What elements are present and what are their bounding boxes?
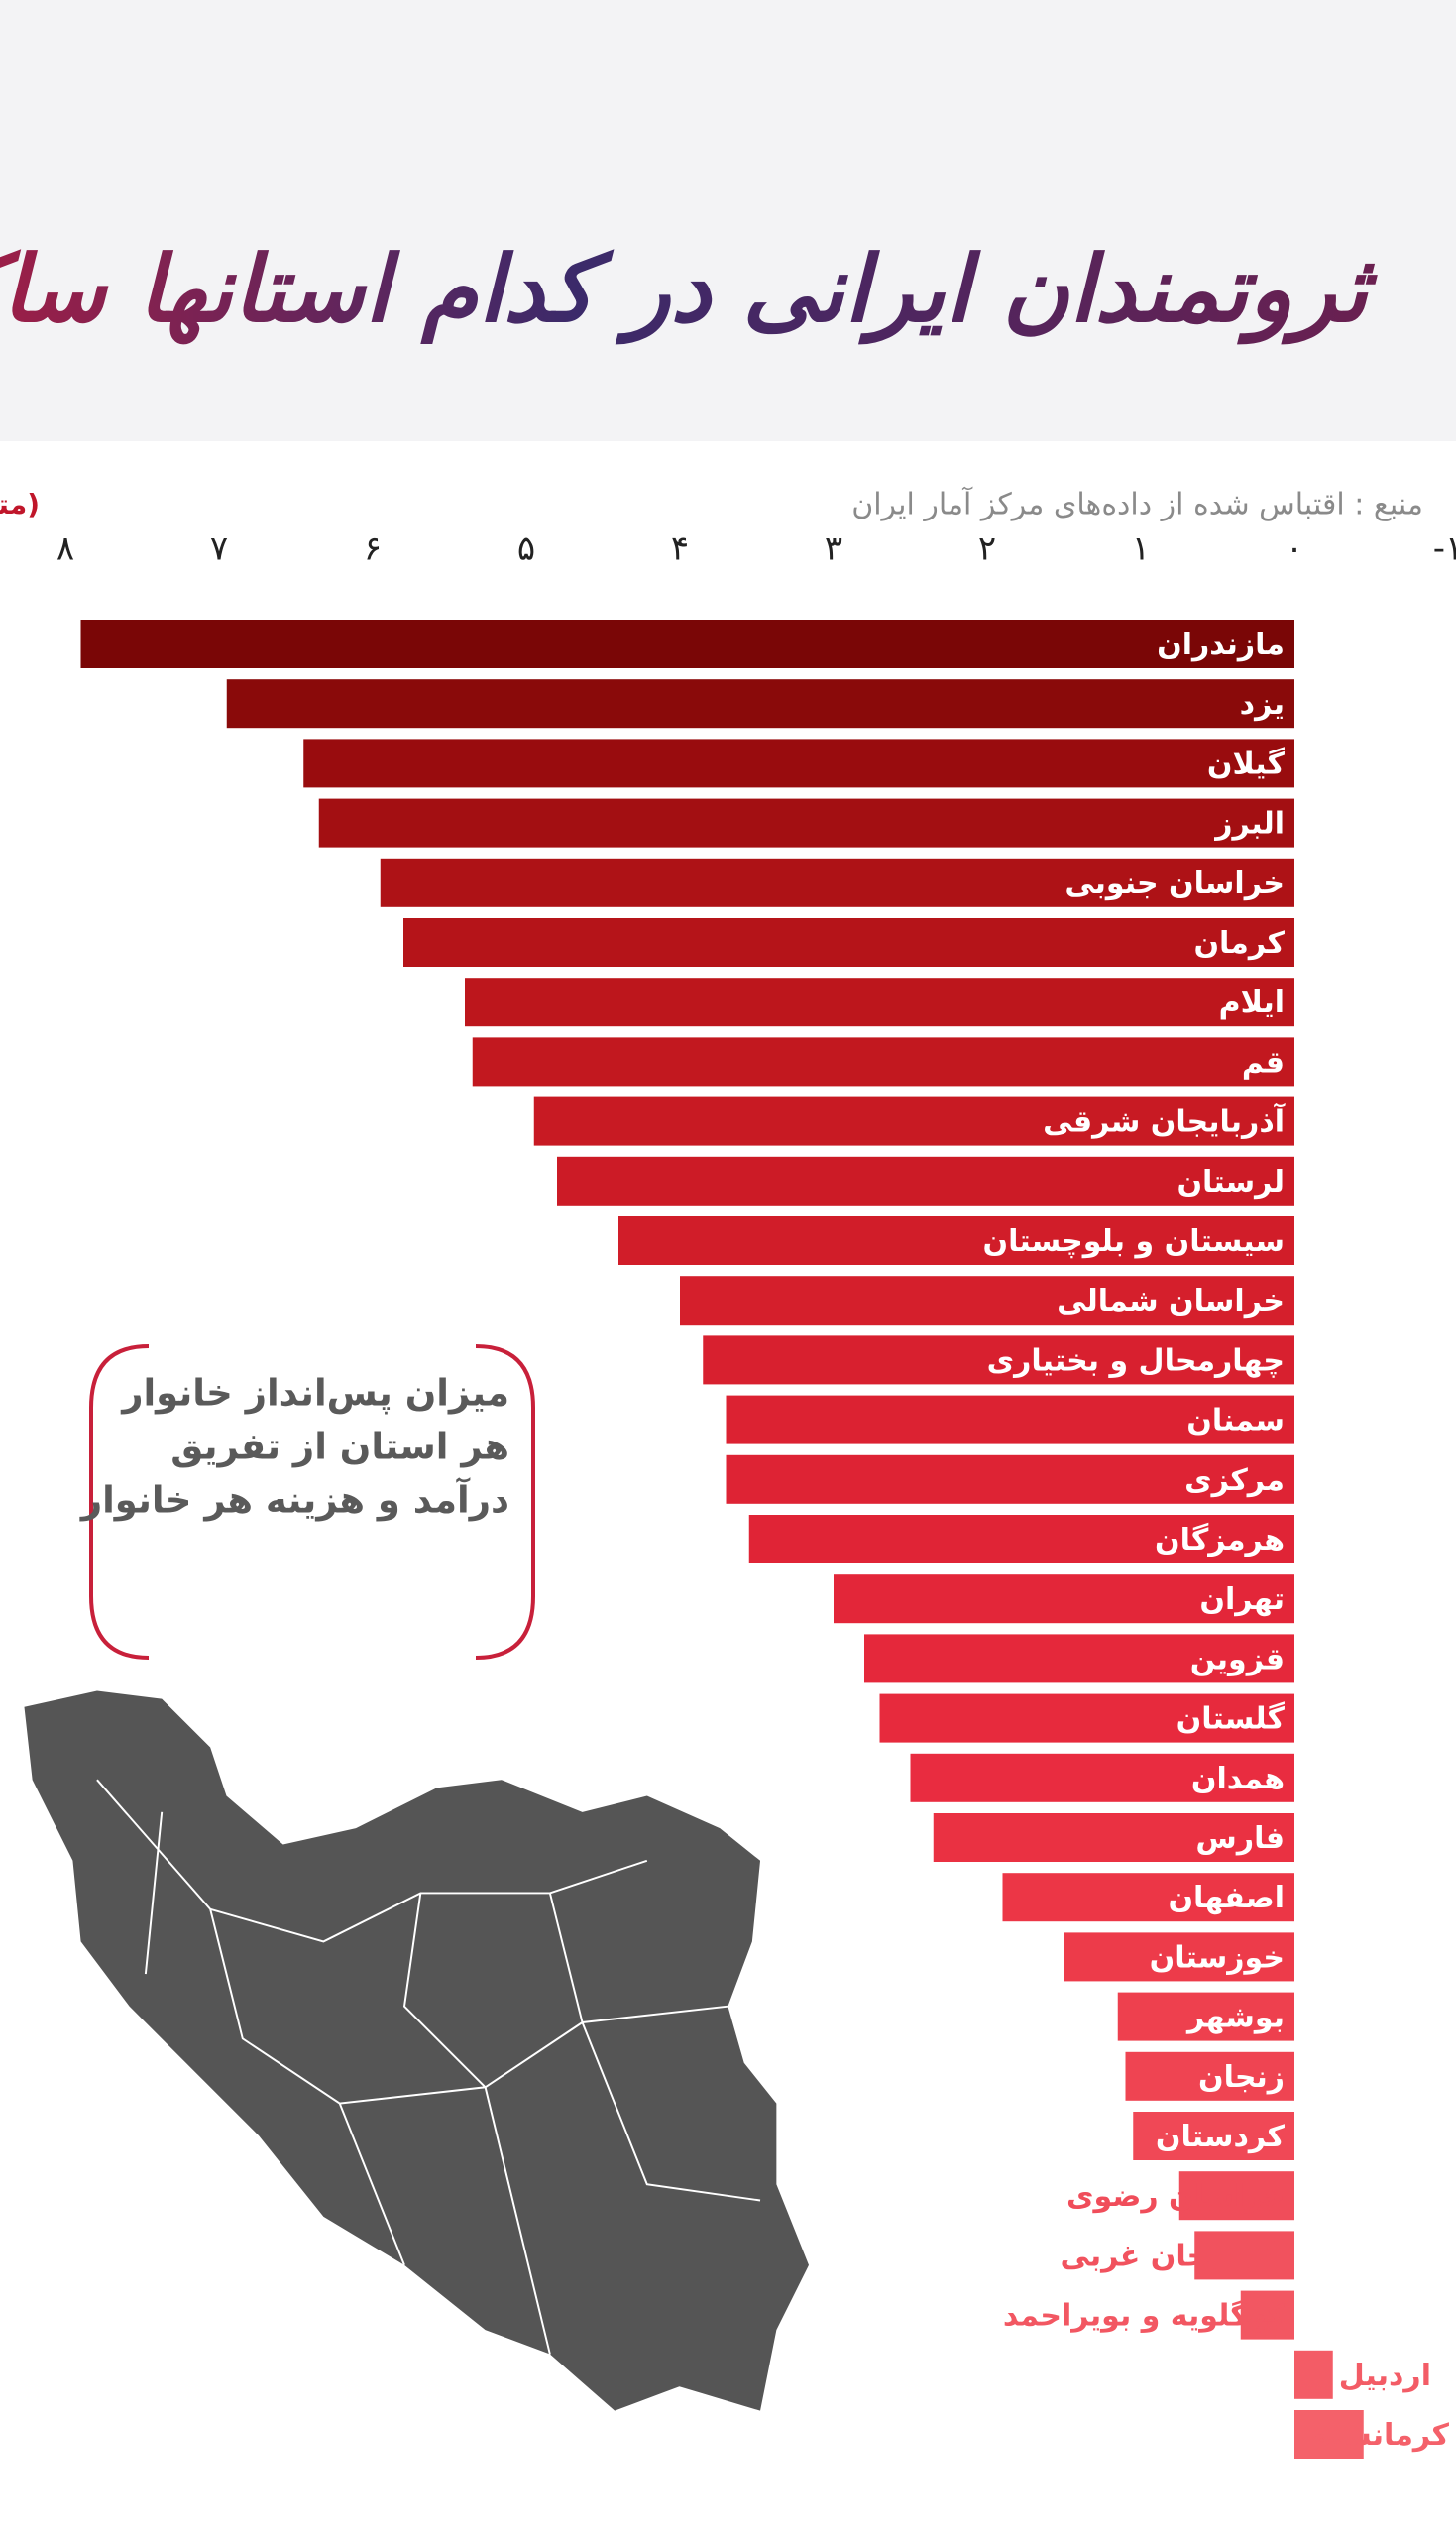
bar (472, 1037, 1294, 1087)
category-label: زنجان (1198, 2060, 1285, 2095)
category-label: سیستان و بلوچستان (982, 1224, 1285, 1259)
category-label: مازندران (1157, 628, 1285, 662)
note-box: میزان پس‌انداز خانوار هر استان از تفریق … (79, 1344, 535, 1660)
bar (226, 679, 1294, 729)
note-line: میزان پس‌انداز خانوار (120, 1372, 509, 1415)
category-label: همدان (1191, 1762, 1285, 1796)
bracket (475, 1344, 535, 1660)
axis-title: (متوسط پس‌انداز هر خانوار/ میلیون تومان) (0, 488, 40, 520)
bar (1294, 2410, 1364, 2459)
bar (726, 1454, 1294, 1504)
bar (465, 978, 1294, 1027)
note-line: درآمد و هزینه هر خانوار (79, 1477, 509, 1522)
bar (726, 1395, 1294, 1444)
header-bg (0, 0, 1456, 441)
bar (80, 620, 1294, 668)
bar (910, 1753, 1294, 1802)
category-label: سمنان (1186, 1404, 1285, 1439)
category-label: قم (1242, 1045, 1285, 1080)
bar (834, 1574, 1294, 1624)
category-label: خراسان جنوبی (1064, 866, 1285, 901)
bar (1194, 2231, 1294, 2280)
bar (618, 1216, 1294, 1265)
source: منبع : اقتباس شده از داده‌های مرکز آمار … (851, 487, 1423, 522)
bar (864, 1634, 1294, 1683)
bar (1133, 2112, 1294, 2160)
category-label: هرمزگان (1155, 1522, 1285, 1557)
bar (1294, 2350, 1333, 2399)
category-label: لرستان (1176, 1165, 1285, 1200)
bar (1178, 2171, 1294, 2221)
x-tick-label: ۳ (825, 529, 842, 569)
bar (403, 918, 1294, 967)
x-tick-label: ۵ (517, 529, 535, 569)
category-label: کرمان (1193, 926, 1285, 961)
x-tick-label: ۸ (56, 529, 74, 569)
category-label: ایلام (1219, 985, 1285, 1020)
bar (748, 1515, 1294, 1563)
x-tick-label: ۱ (1132, 529, 1150, 569)
category-label: یزد (1240, 687, 1285, 722)
category-label: اردبیل (1339, 2359, 1431, 2393)
category-label: بوشهر (1185, 2001, 1285, 2035)
bar (303, 739, 1294, 788)
category-label: آذربایجان غربی (1061, 2237, 1286, 2273)
category-label: مرکزی (1184, 1463, 1285, 1498)
bar (1002, 1873, 1294, 1922)
bar (533, 1096, 1294, 1146)
category-label: کرمانشاه (1313, 2418, 1449, 2453)
bar (879, 1693, 1294, 1743)
title: ثروتمندان ایرانی در کدام استانها ساکنند … (0, 236, 1378, 345)
bar (1064, 1932, 1294, 1982)
category-label: تهران (1199, 1582, 1285, 1617)
category-label: البرز (1213, 807, 1285, 842)
iran-map (24, 1690, 810, 2411)
category-label: اصفهان (1168, 1881, 1285, 1915)
x-tick-label: ۲ (978, 529, 996, 569)
category-label: آذربایجان شرقی (1043, 1103, 1286, 1140)
category-label: چهارمحال و بختیاری (987, 1343, 1285, 1378)
bar (380, 858, 1294, 907)
x-tick-label: ۰ (1286, 529, 1303, 569)
bar (557, 1156, 1294, 1206)
bracket (89, 1344, 150, 1660)
category-label: فارس (1195, 1821, 1285, 1856)
map-shape (24, 1690, 810, 2411)
x-tick-label: -۱ (1433, 529, 1456, 569)
bar (933, 1813, 1294, 1862)
category-label: گیلان (1207, 746, 1286, 781)
note-line: هر استان از تفریق (170, 1426, 509, 1468)
bar (1240, 2290, 1294, 2340)
bar (680, 1276, 1294, 1326)
bar (1117, 1992, 1294, 2041)
x-tick-label: ۷ (210, 529, 228, 569)
province-borders (96, 1779, 761, 2355)
x-tick-label: ۴ (671, 529, 689, 569)
bar (1125, 2051, 1294, 2101)
category-label: خوزستان (1150, 1940, 1285, 1975)
category-label: قزوین (1190, 1642, 1285, 1676)
x-tick-label: ۶ (364, 529, 382, 569)
category-label: کردستان (1156, 2120, 1286, 2154)
bar (703, 1335, 1294, 1385)
category-label: کهگلویه و بویراحمد (1003, 2298, 1286, 2334)
bar (318, 798, 1294, 848)
category-label: خراسان شمالی (1057, 1284, 1285, 1319)
category-label: خراسان رضوی (1066, 2179, 1285, 2214)
category-label: گلستان (1176, 1701, 1286, 1737)
